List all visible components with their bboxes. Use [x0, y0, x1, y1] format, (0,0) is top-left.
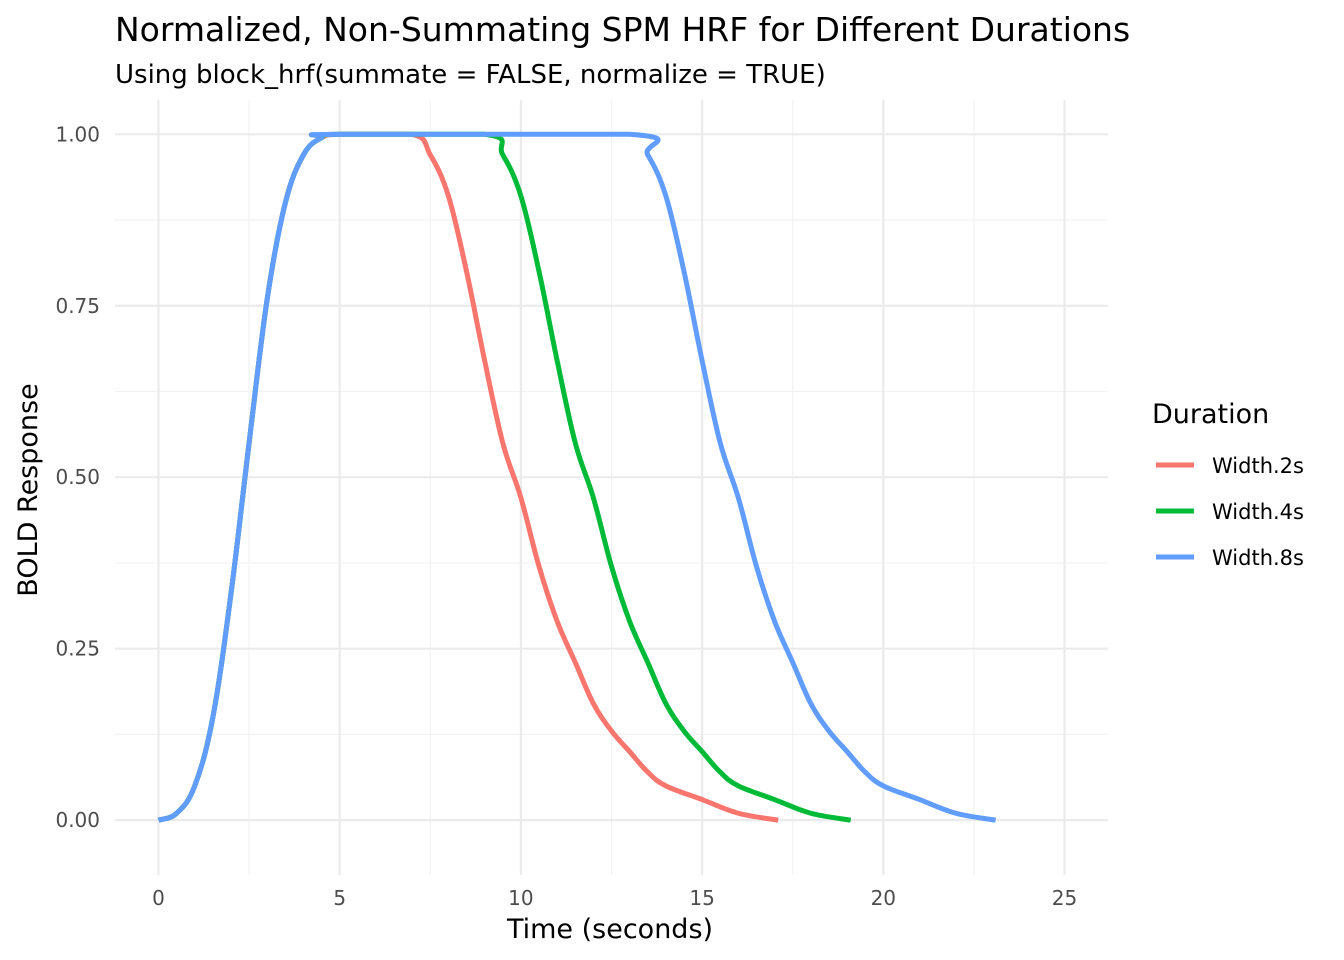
x-tick-label: 25 — [1052, 886, 1077, 910]
legend-label: Width.2s — [1212, 454, 1304, 478]
y-tick-label: 0.50 — [55, 465, 100, 489]
x-axis-title: Time (seconds) — [506, 914, 713, 945]
x-tick-label: 15 — [689, 886, 714, 910]
major-gridlines — [115, 100, 1108, 875]
y-tick-label: 0.75 — [55, 294, 100, 318]
minor-gridlines — [115, 100, 1108, 875]
legend-label: Width.8s — [1212, 546, 1304, 570]
chart-title: Normalized, Non-Summating SPM HRF for Di… — [115, 10, 1130, 49]
x-tick-label: 20 — [871, 886, 896, 910]
legend: Duration Width.2s Width.4s Width.8s — [1152, 399, 1304, 570]
legend-label: Width.4s — [1212, 500, 1304, 524]
y-tick-label: 1.00 — [55, 122, 100, 146]
x-tick-label: 5 — [333, 886, 346, 910]
y-tick-label: 0.25 — [55, 637, 100, 661]
legend-title: Duration — [1152, 399, 1269, 430]
chart-subtitle: Using block_hrf(summate = FALSE, normali… — [115, 60, 826, 90]
y-axis-tick-labels: 0.00 0.25 0.50 0.75 1.00 — [55, 122, 100, 832]
x-tick-label: 10 — [508, 886, 533, 910]
x-tick-label: 0 — [152, 886, 165, 910]
x-axis-tick-labels: 0 5 10 15 20 25 — [152, 886, 1077, 910]
y-axis-title: BOLD Response — [13, 383, 44, 596]
y-tick-label: 0.00 — [55, 808, 100, 832]
series-line-width-8s — [157, 131, 997, 823]
series-lines — [157, 131, 997, 823]
